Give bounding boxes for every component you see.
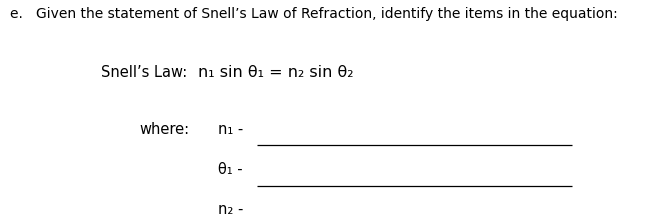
Text: θ₁ -: θ₁ -	[218, 162, 242, 177]
Text: where:: where:	[140, 122, 190, 136]
Text: Snell’s Law:: Snell’s Law:	[101, 65, 187, 80]
Text: n₁ -: n₁ -	[218, 122, 243, 136]
Text: n₁ sin θ₁ = n₂ sin θ₂: n₁ sin θ₁ = n₂ sin θ₂	[198, 65, 354, 80]
Text: e.   Given the statement of Snell’s Law of Refraction, identify the items in the: e. Given the statement of Snell’s Law of…	[10, 7, 618, 21]
Text: n₂ -: n₂ -	[218, 202, 243, 217]
